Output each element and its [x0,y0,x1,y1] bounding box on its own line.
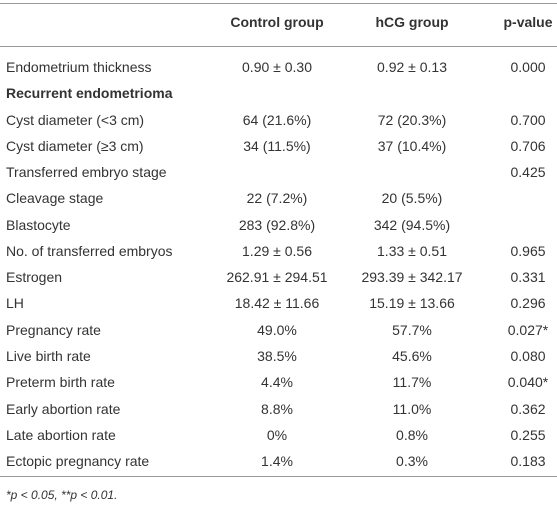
cell-value: 0.362 [510,400,546,417]
cell-value: 342 (94.5%) [373,216,451,233]
cell-value: 0.255 [510,426,546,443]
row-label: Late abortion rate [6,426,116,443]
cell-value: 0.425 [510,164,546,181]
cell-value: 0.3% [396,453,428,470]
cell-value: 0.080 [510,347,546,364]
bottom-rule [0,476,557,477]
cell-value: 37 (10.4%) [377,137,447,154]
cell-value: 0.331 [510,269,546,286]
cell-value: 22 (7.2%) [246,190,308,207]
cell-value: 0.965 [510,242,546,259]
cell-value: 0.040* [507,374,549,391]
cell-value: 0.027* [507,321,549,338]
cell-value: 1.4% [261,453,293,470]
cell-value: 11.0% [392,400,432,417]
row-label: Cleavage stage [6,190,104,207]
column-header: hCG group [375,14,449,30]
row-label: Recurrent endometrioma [6,85,173,102]
cell-value: 0.92 ± 0.13 [377,59,447,75]
cell-value: 293.39 ± 342.17 [361,269,463,286]
cell-value: 15.19 ± 13.66 [369,295,455,312]
cell-value: 57.7% [392,321,432,338]
row-label: Live birth rate [6,347,91,364]
cell-value: 262.91 ± 294.51 [226,269,328,286]
row-label: Ectopic pregnancy rate [6,453,150,470]
row-label: Cyst diameter (≥3 cm) [6,137,144,154]
cell-value: 49.0% [257,321,297,338]
cell-value: 64 (21.6%) [242,111,312,128]
row-label: Cyst diameter (<3 cm) [6,111,145,128]
column-header: Control group [230,14,324,30]
row-label: No. of transferred embryos [6,242,173,259]
row-label: Endometrium thickness [6,59,152,75]
row-label: Pregnancy rate [6,321,101,338]
cell-value: 0.706 [510,137,546,154]
cell-value: 0.700 [510,111,546,128]
cell-value: 38.5% [257,347,297,364]
row-label: Estrogen [6,269,63,286]
cell-value: 0.90 ± 0.30 [242,59,312,75]
cell-value: 8.8% [261,400,293,417]
cell-value: 45.6% [392,347,432,364]
row-label: Early abortion rate [6,400,121,417]
cell-value: 0.000 [510,59,546,75]
row-label: Transferred embryo stage [6,164,167,181]
cell-value: 0% [266,426,288,443]
footnote: *p < 0.05, **p < 0.01. [6,488,118,502]
cell-value: 1.33 ± 0.51 [377,242,447,259]
cell-value: 0.183 [510,453,546,470]
cell-value: 11.7% [392,374,432,391]
column-header: p-value [503,14,553,30]
cell-value: 4.4% [261,374,293,391]
row-label: Preterm birth rate [6,374,115,391]
cell-value: 20 (5.5%) [381,190,443,207]
row-label: LH [6,295,24,312]
cell-value: 0.8% [396,426,428,443]
top-rule [0,3,557,4]
cell-value: 18.42 ± 11.66 [234,295,320,312]
header-rule [0,46,557,47]
cell-value: 34 (11.5%) [243,137,311,154]
cell-value: 283 (92.8%) [238,216,316,233]
cell-value: 72 (20.3%) [377,111,447,128]
cell-value: 1.29 ± 0.56 [242,242,312,259]
cell-value: 0.296 [510,295,546,312]
row-label: Blastocyte [6,216,71,233]
